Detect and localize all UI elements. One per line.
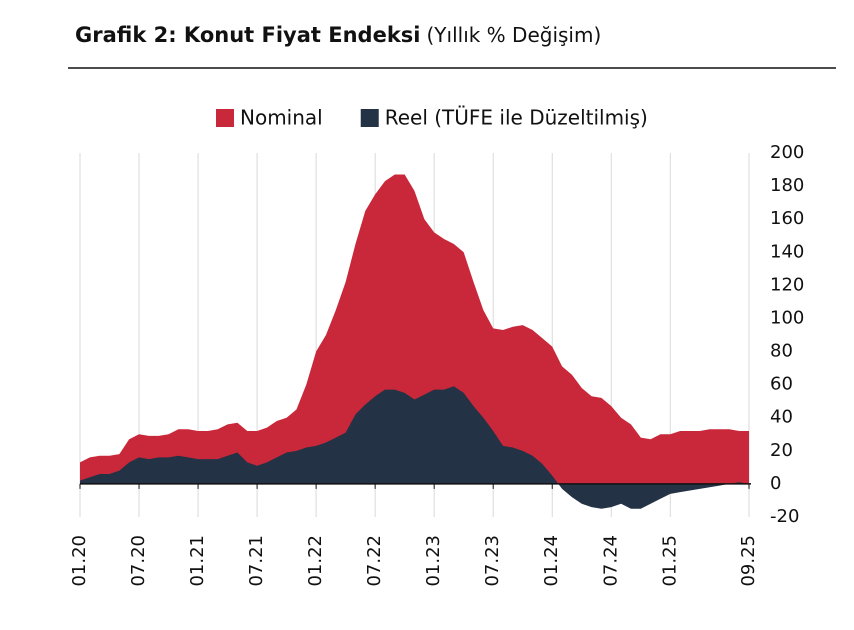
chart-title: Grafik 2: Konut Fiyat Endeksi: [75, 23, 421, 47]
x-tick-label: 01.20: [69, 535, 90, 587]
legend-swatch: [216, 109, 234, 127]
y-tick-label: 80: [770, 341, 793, 362]
legend-swatch: [360, 109, 379, 127]
x-tick-label: 01.25: [659, 535, 680, 587]
legend-label: Reel (TÜFE ile Düzeltilmiş): [385, 106, 648, 130]
x-tick-label: 09.25: [738, 535, 759, 587]
area: [80, 386, 749, 509]
y-tick-label: 0: [770, 473, 781, 494]
y-tick-label: 160: [770, 208, 804, 229]
y-tick-label: 60: [770, 374, 793, 395]
x-tick-label: 07.22: [364, 535, 385, 587]
y-tick-label: 40: [770, 407, 793, 428]
y-tick-label: -20: [770, 506, 799, 527]
x-tick-label: 01.21: [187, 535, 208, 587]
y-tick-label: 100: [770, 307, 804, 328]
x-tick-label: 07.21: [246, 535, 267, 587]
y-tick-label: 180: [770, 175, 804, 196]
y-tick-label: 120: [770, 274, 804, 295]
x-tick-label: 01.24: [541, 535, 562, 587]
y-tick-label: 140: [770, 241, 804, 262]
x-tick-label: 01.23: [423, 535, 444, 587]
x-tick-label: 07.24: [600, 535, 621, 587]
area: [80, 174, 749, 484]
x-tick-label: 01.22: [305, 535, 326, 587]
x-tick-label: 07.23: [482, 535, 503, 587]
chart-subtitle: (Yıllık % Değişim): [427, 23, 602, 47]
legend-label: Nominal: [240, 106, 323, 130]
y-tick-label: 200: [770, 142, 804, 163]
x-tick-label: 07.20: [128, 535, 149, 587]
y-tick-label: 20: [770, 440, 793, 461]
